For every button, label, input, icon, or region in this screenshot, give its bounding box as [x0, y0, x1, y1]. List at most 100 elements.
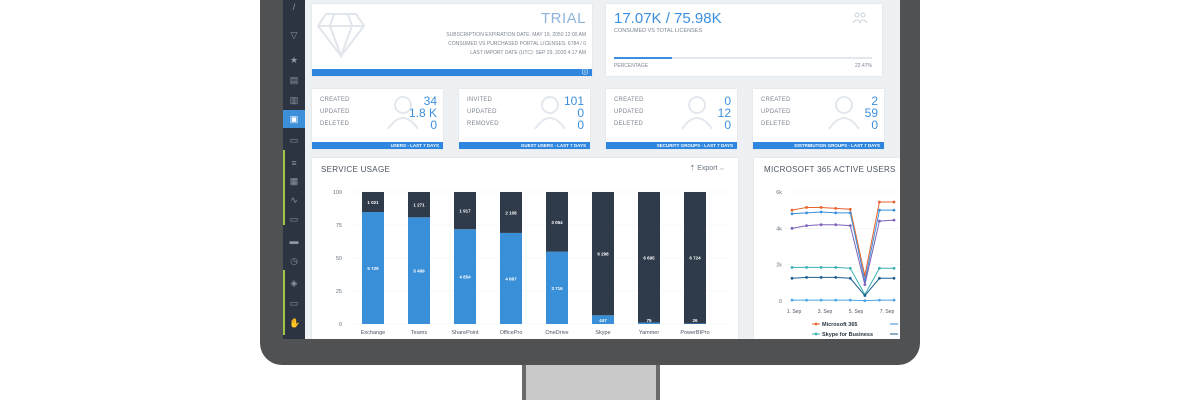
data-point — [848, 276, 852, 280]
percentage-progress — [614, 57, 872, 59]
data-point — [834, 206, 838, 210]
bar-inactive — [408, 192, 430, 218]
y-tick-label: 0 — [339, 322, 342, 328]
data-point — [848, 266, 852, 270]
stat-value: 34 — [423, 94, 437, 108]
hand-icon[interactable]: ✋ — [289, 318, 301, 328]
grid-icon[interactable]: ▦ — [289, 176, 299, 186]
archive-icon[interactable]: ▭ — [289, 214, 299, 224]
bar-data-label: 26 — [692, 318, 698, 323]
data-point — [892, 208, 896, 212]
x-tick-label: 1. Sep — [787, 309, 802, 315]
data-point — [834, 211, 838, 215]
list-icon[interactable]: ≡ — [291, 158, 297, 168]
stat-value: 0 — [724, 118, 731, 132]
bar-data-label: 3 054 — [551, 220, 563, 225]
info-icon[interactable]: ⓘ — [581, 70, 588, 76]
user-group-icon — [828, 96, 860, 130]
export-button[interactable]: ⇡ Export ⌵ — [689, 164, 724, 173]
bar-data-label: 5 729 — [367, 266, 379, 271]
data-point — [834, 265, 838, 269]
dashboard-screen: / ▽ ★ ▤ ▥ ▣ ▭ ≡ ▦ ∿ ▭ ▬ ◷ ◈ ▭ ✋ — [283, 0, 900, 339]
x-tick-label: Teams — [411, 330, 427, 336]
stat-value: 0 — [871, 118, 878, 132]
data-point — [848, 224, 852, 228]
x-tick-label: 5. Sep — [849, 309, 864, 315]
star-icon[interactable]: ★ — [289, 55, 299, 65]
x-tick-label: OfficePro — [500, 330, 523, 336]
document-icon[interactable]: ▥ — [289, 95, 299, 105]
data-point — [790, 208, 794, 212]
sidebar-group-marker — [283, 270, 285, 335]
diamond-icon — [316, 13, 366, 58]
data-point — [878, 266, 881, 270]
data-point — [863, 283, 867, 287]
data-point — [848, 207, 852, 211]
data-point — [819, 275, 823, 279]
series-line — [792, 299, 894, 302]
chevron-down-icon: ⌵ — [719, 166, 724, 172]
stat-label: DELETED — [761, 121, 791, 127]
percentage-label: PERCENTAGE — [614, 63, 649, 69]
x-tick-label: SharePoint — [451, 330, 479, 336]
legend-entry: Skype for Business — [822, 332, 873, 338]
series-line — [791, 276, 894, 297]
activity-icon[interactable]: ∿ — [290, 195, 298, 205]
percentage-value: 22.47% — [855, 63, 872, 69]
legend-marker — [814, 322, 818, 326]
data-point — [790, 226, 794, 230]
collapse-icon[interactable]: / — [292, 2, 296, 12]
data-point — [790, 298, 794, 302]
data-point — [878, 219, 881, 223]
data-point — [819, 223, 823, 227]
stat-card-footer: SECURITY GROUPS - LAST 7 DAYS — [606, 142, 737, 149]
bar-inactive — [500, 192, 522, 233]
y-tick-label: 100 — [333, 190, 342, 196]
bar-data-label: 75 — [646, 318, 652, 323]
stat-value: 101 — [563, 94, 584, 108]
data-point — [790, 276, 794, 280]
stat-value: 0 — [724, 94, 731, 108]
clock-icon[interactable]: ◷ — [290, 256, 298, 266]
stat-value: 12 — [717, 106, 731, 120]
sidebar-item-dashboard[interactable] — [283, 110, 305, 128]
active-users-chart: 0 2k 4k 6k 1. Sep 3. Sep 5. Sep 7. Sep Microsoft… — [776, 190, 900, 338]
plan-label: TRIAL — [540, 10, 586, 27]
data-point — [892, 200, 896, 204]
stat-card[interactable]: CREATED 34 UPDATED 1.8 K DELETED 0 USERS - LAS… — [312, 89, 443, 149]
filter-icon[interactable]: ▽ — [290, 30, 298, 40]
tag-icon[interactable]: ▬ — [289, 236, 299, 246]
bar-data-label: 6 695 — [643, 255, 655, 260]
data-point — [878, 276, 881, 280]
stat-label: CREATED — [320, 97, 350, 103]
people-icon — [852, 12, 868, 24]
data-point — [819, 265, 823, 269]
sidebar: / ▽ ★ ▤ ▥ ▣ ▭ ≡ ▦ ∿ ▭ ▬ ◷ ◈ ▭ ✋ — [283, 0, 305, 339]
bar-active — [454, 229, 476, 324]
stat-card[interactable]: CREATED 2 UPDATED 59 DELETED 0 DISTRIBUTION GR… — [753, 89, 884, 149]
stat-label: UPDATED — [467, 109, 497, 115]
monitor-stand — [522, 365, 660, 400]
stat-value: 2 — [871, 94, 878, 108]
user-card-icon[interactable]: ▭ — [289, 135, 299, 145]
data-point — [805, 298, 808, 302]
bar-data-label: 2 108 — [505, 210, 517, 215]
percentage-progress-fill — [614, 57, 672, 59]
shield-icon[interactable]: ◈ — [290, 278, 298, 288]
stat-value: 0 — [577, 118, 584, 132]
series-line — [792, 266, 894, 296]
license-card-footer: ⓘ — [312, 69, 592, 76]
service-usage-title: SERVICE USAGE — [321, 165, 391, 174]
licenses-consumed-caption: CONSUMED VS TOTAL LICENSES — [614, 28, 703, 34]
data-point — [878, 208, 881, 212]
monitor-icon[interactable]: ▭ — [289, 298, 299, 308]
stat-card[interactable]: INVITED 101 UPDATED 0 REMOVED 0 GUEST USERS - … — [459, 89, 590, 149]
data-point — [848, 298, 852, 302]
stat-card[interactable]: CREATED 0 UPDATED 12 DELETED 0 SECURITY GROUPS… — [606, 89, 737, 149]
bar-inactive — [592, 192, 614, 316]
x-tick-label: 7. Sep — [880, 309, 895, 315]
data-point — [805, 224, 808, 228]
data-point — [834, 223, 838, 227]
report-icon[interactable]: ▤ — [289, 75, 299, 85]
stat-value: 59 — [864, 106, 878, 120]
